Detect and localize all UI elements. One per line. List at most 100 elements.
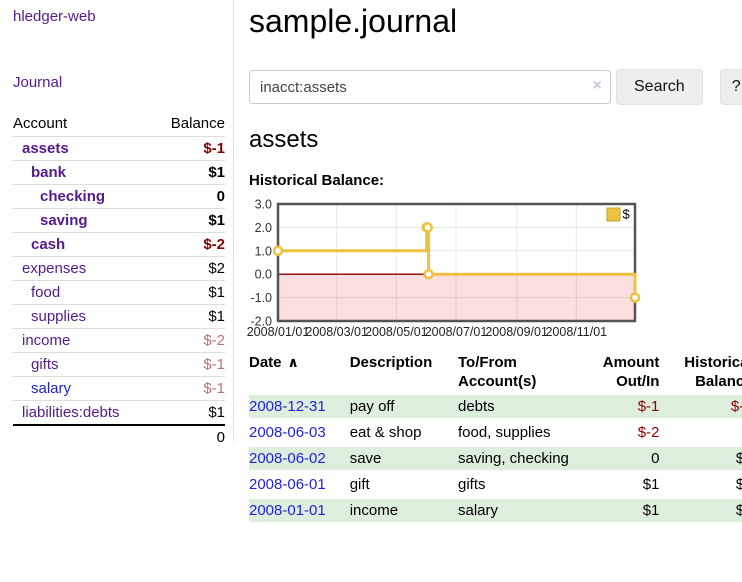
main-content: sample.journal × Search ? assets Histori… bbox=[234, 0, 742, 525]
data-point bbox=[422, 222, 433, 233]
account-link[interactable]: expenses bbox=[22, 260, 87, 277]
register-cell-amount: $1 bbox=[642, 476, 660, 493]
register-cell-description: save bbox=[349, 447, 458, 470]
transaction-date-link[interactable]: 2008-06-01 bbox=[249, 476, 326, 493]
account-heading: assets bbox=[249, 126, 319, 153]
app: hledger-web Journal Account Balance asse… bbox=[0, 0, 742, 525]
transaction-date-link[interactable]: 2008-06-02 bbox=[249, 450, 326, 467]
register-cell-accounts: saving, checking bbox=[457, 447, 584, 470]
app-title-link[interactable]: hledger-web bbox=[13, 8, 96, 25]
account-link[interactable]: checking bbox=[40, 188, 106, 205]
account-row: cash $-2 bbox=[13, 232, 225, 257]
register-header-date-label: Date bbox=[249, 354, 282, 371]
account-balance: $1 bbox=[153, 304, 225, 329]
accounts-total-row: 0 bbox=[13, 425, 225, 449]
register-header-date[interactable]: Date ∧ bbox=[249, 352, 350, 392]
register-cell-date: 2008-12-31 bbox=[249, 395, 350, 418]
account-row: bank $1 bbox=[13, 160, 225, 185]
x-tick-label: 2008/07/01 bbox=[425, 325, 488, 339]
register-cell-accounts: food, supplies bbox=[457, 424, 551, 441]
x-tick-label: 2008/05/01 bbox=[365, 325, 428, 339]
account-rows: assets $-1 bank $1 checking 0 saving $1 cash $-2 e… bbox=[13, 136, 225, 426]
register-cell-date: 2008-06-03 bbox=[249, 421, 350, 444]
transaction-date-link[interactable]: 2008-12-31 bbox=[249, 398, 326, 415]
y-tick-label: 3.0 bbox=[255, 198, 272, 212]
account-balance: $1 bbox=[153, 280, 225, 305]
register-cell-date: 2008-06-02 bbox=[249, 447, 350, 470]
y-tick-label: 1.0 bbox=[255, 244, 272, 258]
register-row: 2008-06-01 gift gifts $1 $2 bbox=[249, 473, 742, 496]
account-link[interactable]: cash bbox=[31, 236, 66, 253]
chart-title: Historical Balance: bbox=[249, 172, 385, 189]
sidebar: hledger-web Journal Account Balance asse… bbox=[0, 0, 234, 446]
account-balance: $-2 bbox=[153, 232, 225, 257]
register-cell-accounts: debts bbox=[457, 395, 584, 418]
register-cell-amount: $1 bbox=[583, 499, 660, 522]
register-cell-amount: $-1 bbox=[583, 395, 660, 418]
negative-region bbox=[278, 274, 635, 321]
search-input[interactable] bbox=[249, 70, 611, 104]
y-tick-label: 2.0 bbox=[255, 221, 272, 235]
accounts-header-balance: Balance bbox=[153, 112, 225, 137]
register-cell-amount: $-2 bbox=[637, 424, 660, 441]
register-cell-description: income bbox=[349, 499, 458, 522]
clear-search-icon[interactable]: × bbox=[592, 77, 602, 94]
historical-balance-chart: $3.0 2.0 1.0 0.0 -1.0 -2.0 2008/01/01 2008/03/0… bbox=[247, 198, 742, 342]
register-header-row: Date ∧ Description To/From Account(s) Amo… bbox=[249, 352, 742, 392]
register-cell-date: 2008-06-01 bbox=[249, 473, 350, 496]
account-link[interactable]: gifts bbox=[31, 356, 59, 373]
account-link[interactable]: saving bbox=[40, 212, 88, 229]
legend-label: $ bbox=[623, 207, 631, 222]
register-cell-balance: 0 bbox=[659, 421, 742, 444]
sidebar-item-journal[interactable]: Journal bbox=[13, 74, 63, 91]
sort-asc-icon: ∧ bbox=[287, 354, 299, 370]
register-header-description: Description bbox=[349, 354, 433, 371]
account-link[interactable]: salary bbox=[31, 380, 72, 397]
x-tick-label: 2008/11/01 bbox=[545, 325, 607, 339]
accounts-table: Account Balance assets $-1 bank $1 checking 0… bbox=[13, 112, 225, 449]
plot-border bbox=[276, 202, 637, 323]
data-point bbox=[629, 292, 641, 303]
search-button[interactable]: Search bbox=[616, 69, 703, 105]
accounts-total-value: 0 bbox=[216, 429, 225, 446]
register-cell-balance: $-1 bbox=[659, 395, 742, 418]
account-balance: $1 bbox=[153, 400, 225, 426]
register-cell-description: eat & shop bbox=[349, 424, 422, 441]
account-link[interactable]: income bbox=[22, 332, 71, 349]
account-link[interactable]: liabilities:debts bbox=[22, 404, 120, 421]
account-link[interactable]: assets bbox=[22, 140, 69, 157]
account-link[interactable]: bank bbox=[31, 164, 67, 181]
register-row: 2008-06-03 eat & shop food, supplies $-20 bbox=[249, 421, 742, 444]
register-header-balance: Historical Balance bbox=[684, 354, 742, 390]
register-cell-description: pay off bbox=[349, 395, 458, 418]
transaction-date-link[interactable]: 2008-01-01 bbox=[249, 502, 326, 519]
register-cell-date: 2008-01-01 bbox=[249, 499, 350, 522]
transaction-date-link[interactable]: 2008-06-03 bbox=[249, 424, 326, 441]
register-cell-accounts: salary bbox=[457, 499, 584, 522]
account-row: supplies $1 bbox=[13, 304, 225, 329]
account-row: gifts $-1 bbox=[13, 352, 225, 377]
register-header-accounts: To/From Account(s) bbox=[457, 354, 537, 390]
x-tick-label: 2008/03/01 bbox=[305, 325, 368, 339]
account-row: salary $-1 bbox=[13, 376, 225, 401]
accounts-header-account: Account bbox=[13, 112, 154, 137]
account-balance: $-1 bbox=[153, 352, 225, 377]
account-row: checking 0 bbox=[13, 184, 225, 209]
account-link[interactable]: supplies bbox=[31, 308, 87, 325]
account-row: food $1 bbox=[13, 280, 225, 305]
search-input-wrap: × bbox=[249, 70, 611, 104]
register-table: Date ∧ Description To/From Account(s) Amo… bbox=[249, 349, 742, 525]
register-cell-balance: $2 bbox=[735, 476, 742, 493]
search-bar: × Search ? bbox=[249, 69, 742, 105]
register-header-amount: Amount Out/In bbox=[602, 354, 660, 390]
register-cell-balance: $2 bbox=[659, 447, 742, 470]
account-balance: $-1 bbox=[153, 376, 225, 401]
data-point bbox=[272, 245, 284, 257]
account-balance: $-1 bbox=[153, 136, 225, 161]
help-button[interactable]: ? bbox=[719, 69, 742, 105]
account-balance: 0 bbox=[153, 184, 225, 209]
account-link[interactable]: food bbox=[31, 284, 61, 301]
account-row: income $-2 bbox=[13, 328, 225, 353]
